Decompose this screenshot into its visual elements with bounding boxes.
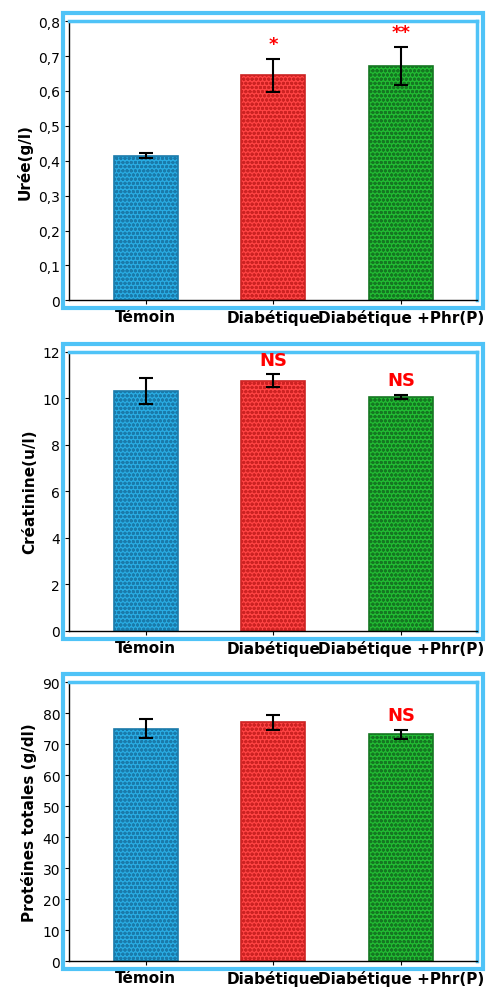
Bar <box>114 392 178 631</box>
Y-axis label: Créatinine(u/l): Créatinine(u/l) <box>22 429 37 554</box>
Bar <box>369 67 433 301</box>
Bar <box>114 729 178 961</box>
Text: **: ** <box>392 24 410 42</box>
Bar <box>369 397 433 631</box>
Bar <box>241 381 305 631</box>
Y-axis label: Protéines totales (g/dl): Protéines totales (g/dl) <box>21 723 37 921</box>
Text: *: * <box>269 36 278 54</box>
Bar <box>241 76 305 301</box>
Bar <box>114 156 178 301</box>
Text: NS: NS <box>387 706 415 724</box>
Bar <box>369 734 433 961</box>
Text: NS: NS <box>387 372 415 390</box>
Bar <box>241 723 305 961</box>
Y-axis label: Urée(g/l): Urée(g/l) <box>17 123 33 200</box>
Text: NS: NS <box>260 351 287 369</box>
